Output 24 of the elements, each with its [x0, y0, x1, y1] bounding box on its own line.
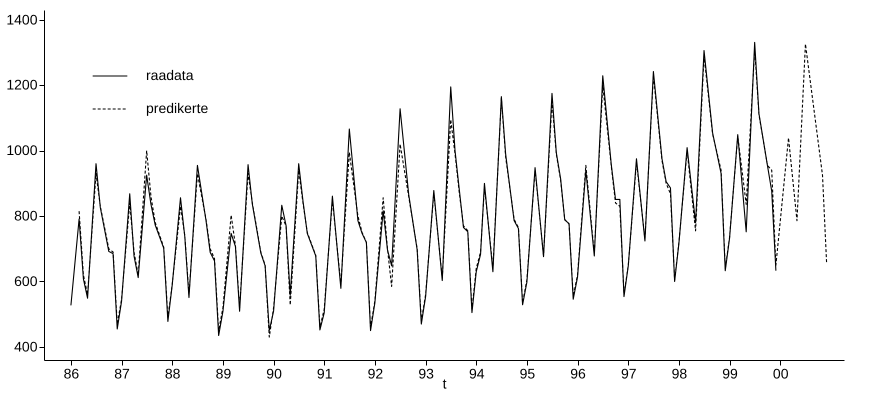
y-tick-label: 1000	[6, 142, 38, 158]
x-tick-label: 97	[621, 366, 637, 382]
y-tick-label: 1400	[6, 11, 38, 28]
x-tick-label: 98	[672, 366, 688, 382]
y-tick-label: 800	[14, 208, 38, 224]
x-tick-label: 88	[164, 366, 181, 382]
x-tick-label: 96	[570, 366, 586, 382]
legend-label: predikerte	[146, 100, 208, 116]
x-axis-title: t	[442, 376, 447, 392]
x-tick-label: 00	[772, 366, 789, 382]
x-tick-label: 90	[266, 366, 282, 382]
x-tick-label: 87	[114, 366, 130, 382]
x-tick-label: 89	[216, 366, 232, 382]
x-tick-label: 93	[418, 366, 434, 382]
y-tick-label: 600	[14, 272, 38, 289]
x-tick-label: 94	[468, 366, 485, 382]
x-tick-label: 86	[64, 366, 80, 382]
y-tick-label: 400	[14, 338, 38, 354]
x-tick-label: 95	[520, 366, 536, 382]
x-tick-label: 91	[316, 366, 333, 382]
y-tick-label: 1200	[6, 76, 38, 93]
x-tick-label: 92	[368, 366, 384, 382]
legend-label: raadata	[146, 67, 194, 83]
x-tick-label: 99	[722, 366, 738, 382]
